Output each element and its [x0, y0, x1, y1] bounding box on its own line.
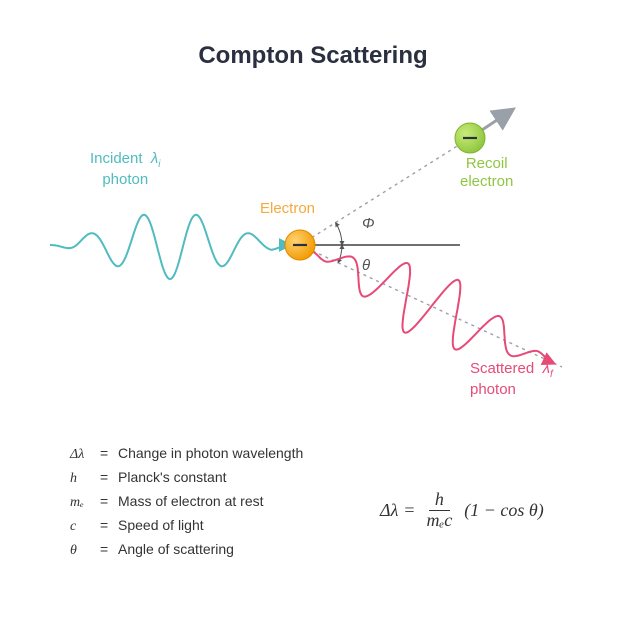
recoil-arrow — [482, 110, 512, 130]
phi-arc — [336, 223, 342, 245]
incident-wave — [50, 215, 290, 279]
diagram-canvas: Compton Scattering — [0, 0, 626, 626]
legend-row: mₑ=Mass of electron at rest — [70, 493, 303, 511]
legend-row: θ=Angle of scattering — [70, 541, 303, 559]
recoil-path — [300, 138, 470, 245]
recoil-electron-label: Recoilelectron — [460, 155, 513, 191]
legend-row: c=Speed of light — [70, 517, 303, 535]
compton-formula: Δλ = h mₑc (1 − cos θ) — [380, 490, 544, 531]
legend-row: Δλ=Change in photon wavelength — [70, 445, 303, 463]
theta-label: θ — [362, 257, 370, 275]
legend-row: h=Planck's constant — [70, 469, 303, 487]
incident-photon-label: Incident λi photon — [90, 150, 161, 189]
scattered-photon-label: Scattered λf photon — [470, 360, 553, 399]
legend: Δλ=Change in photon wavelength h=Planck'… — [70, 445, 303, 565]
phi-label: Φ — [362, 215, 375, 233]
electron-label: Electron — [260, 200, 315, 218]
theta-arc — [338, 245, 342, 263]
